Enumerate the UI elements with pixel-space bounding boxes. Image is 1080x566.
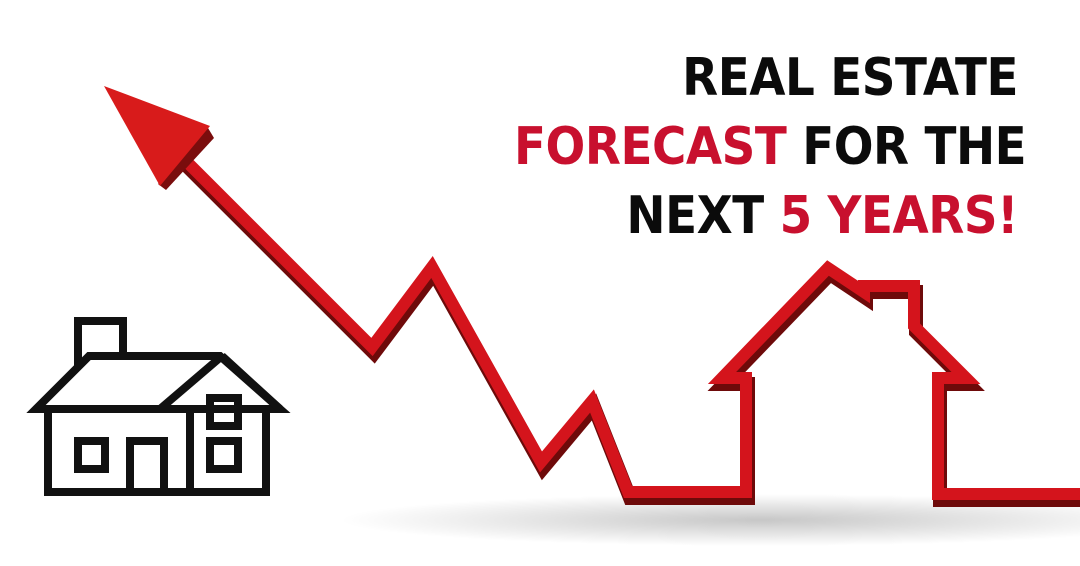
headline-line-2: FORECAST FOR THE	[514, 113, 1027, 182]
headline-line-3: NEXT 5 YEARS!	[514, 182, 1018, 251]
floor-shadow	[340, 494, 1080, 546]
headline: REAL ESTATE FORECAST FOR THE NEXT 5 YEAR…	[514, 44, 1027, 251]
headline-accent-forecast: FORECAST	[514, 117, 787, 177]
headline-line-2-rest: FOR THE	[786, 117, 1027, 177]
house-outline-icon	[26, 317, 291, 496]
arrow-head-side	[158, 128, 214, 190]
headline-line-1: REAL ESTATE	[682, 48, 1018, 108]
headline-accent-years: 5 YEARS!	[779, 186, 1019, 246]
arrow-head	[104, 86, 210, 186]
red-trend-arrow-icon	[104, 86, 1080, 507]
headline-line-3-start: NEXT	[626, 186, 780, 246]
